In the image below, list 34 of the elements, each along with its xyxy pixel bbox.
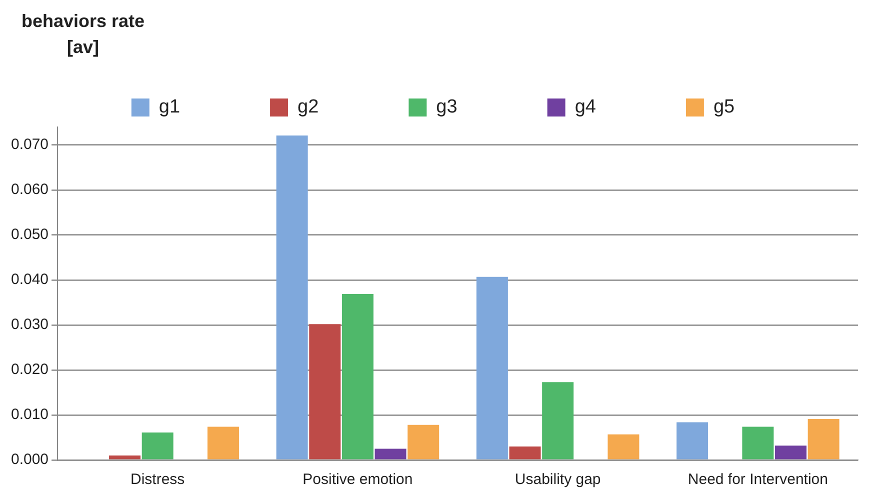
legend-label: g5 bbox=[713, 96, 735, 118]
y-tick-label: 0.070 bbox=[10, 136, 49, 154]
bar bbox=[608, 434, 640, 460]
x-tick-label: Positive emotion bbox=[302, 471, 413, 488]
bar bbox=[808, 419, 840, 460]
x-tick-label: Usability gap bbox=[514, 471, 601, 488]
bar bbox=[775, 446, 807, 460]
y-tick-label: 0.000 bbox=[10, 451, 49, 468]
y-tick-label: 0.040 bbox=[10, 271, 49, 288]
bar bbox=[207, 426, 239, 460]
bar bbox=[408, 424, 440, 460]
bar bbox=[509, 446, 541, 460]
x-tick-label: Need for Intervention bbox=[688, 471, 828, 488]
legend-label: g4 bbox=[574, 96, 596, 118]
bar bbox=[542, 382, 574, 460]
legend-label: g1 bbox=[158, 96, 180, 118]
y-axis-title: behaviors rate [av] bbox=[20, 10, 146, 59]
y-tick-label: 0.060 bbox=[10, 181, 49, 198]
y-tick-label: 0.010 bbox=[10, 406, 49, 424]
bar bbox=[742, 426, 774, 460]
legend-label: g2 bbox=[298, 96, 319, 118]
legend-label: g3 bbox=[436, 96, 458, 118]
bar bbox=[109, 456, 141, 460]
bar bbox=[276, 136, 308, 460]
bar bbox=[342, 294, 374, 460]
y-tick-label: 0.020 bbox=[10, 361, 49, 378]
bar bbox=[676, 422, 708, 460]
y-tick-label: 0.050 bbox=[10, 226, 49, 244]
bar bbox=[142, 432, 174, 460]
bar bbox=[309, 324, 341, 460]
x-tick-label: Distress bbox=[130, 471, 185, 488]
bar bbox=[476, 276, 508, 460]
bar bbox=[374, 448, 406, 460]
y-tick-label: 0.030 bbox=[10, 316, 49, 334]
